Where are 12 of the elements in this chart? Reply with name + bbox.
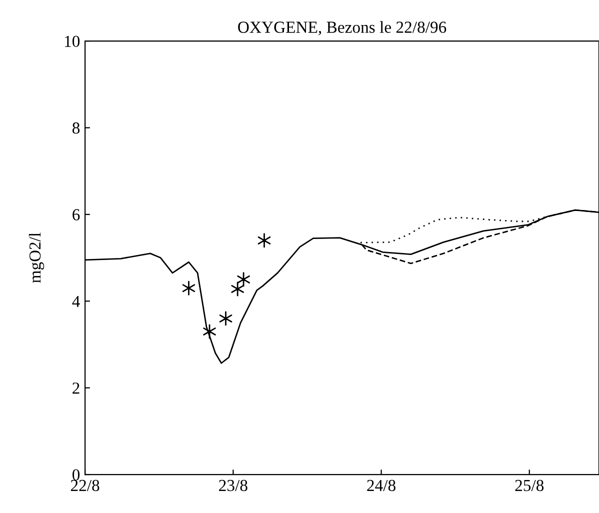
y-tick-label: 2 (72, 382, 80, 394)
x-tick-label: 23/8 (219, 480, 248, 492)
y-tick-label: 8 (72, 122, 80, 134)
y-tick-label: 4 (72, 296, 80, 307)
y-tick-label: 0 (72, 469, 80, 480)
y-tick-label: 10 (64, 36, 80, 47)
y-tick-label: 6 (72, 209, 80, 220)
x-tick-label: 25/8 (515, 480, 544, 492)
x-tick-label: 24/8 (367, 480, 396, 492)
x-tick-label: 22/8 (70, 480, 100, 492)
y-axis-title: mgO2/l (28, 232, 44, 283)
chart-title: OXYGENE, Bezons le 22/8/96 (238, 21, 446, 36)
